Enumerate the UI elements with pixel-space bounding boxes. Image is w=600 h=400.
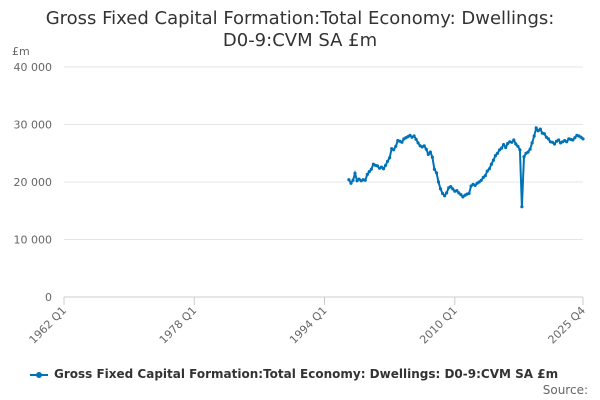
data-point[interactable]: [483, 174, 487, 178]
y-tick-label: 20 000: [14, 176, 53, 189]
chart-title-line-2: D0-9:CVM SA £m: [222, 30, 378, 51]
data-point[interactable]: [542, 132, 546, 136]
gridlines: [64, 66, 583, 298]
y-tick-label: 0: [45, 291, 52, 304]
data-point[interactable]: [381, 167, 386, 171]
data-point[interactable]: [522, 155, 526, 159]
data-point[interactable]: [581, 137, 585, 141]
data-point[interactable]: [445, 191, 449, 195]
data-point[interactable]: [436, 180, 441, 184]
data-point[interactable]: [512, 138, 516, 142]
data-point[interactable]: [534, 126, 538, 130]
data-point[interactable]: [495, 151, 500, 155]
legend[interactable]: Gross Fixed Capital Formation:Total Econ…: [30, 367, 600, 381]
series-points: [347, 126, 585, 209]
data-point[interactable]: [375, 164, 379, 168]
data-point[interactable]: [432, 167, 436, 171]
data-point[interactable]: [479, 178, 483, 182]
data-point[interactable]: [449, 185, 453, 189]
data-point[interactable]: [493, 154, 498, 158]
data-point[interactable]: [526, 150, 530, 154]
x-tick-label: 2025 Q4: [546, 304, 589, 347]
data-point[interactable]: [441, 191, 445, 196]
data-point[interactable]: [430, 155, 434, 159]
data-point[interactable]: [552, 142, 557, 146]
data-point[interactable]: [528, 147, 532, 151]
chart-title: Gross Fixed Capital Formation:Total Econ…: [0, 8, 600, 52]
data-point[interactable]: [571, 138, 575, 142]
y-tick-label: 40 000: [14, 61, 53, 74]
data-point[interactable]: [573, 136, 577, 140]
data-point[interactable]: [451, 187, 455, 191]
data-point[interactable]: [500, 146, 504, 150]
data-point[interactable]: [367, 170, 371, 174]
data-point[interactable]: [510, 140, 514, 144]
data-point[interactable]: [438, 187, 443, 191]
data-point[interactable]: [416, 141, 420, 145]
x-tick-label: 2010 Q1: [417, 304, 460, 347]
legend-series-label: Gross Fixed Capital Formation:Total Econ…: [54, 367, 559, 381]
x-tick-label: 1962 Q1: [27, 304, 70, 347]
data-point[interactable]: [365, 172, 369, 177]
x-tick-label: 1994 Q1: [287, 304, 330, 347]
chart-title-line-1: Gross Fixed Capital Formation:Total Econ…: [45, 8, 555, 29]
data-point[interactable]: [455, 189, 459, 193]
data-point[interactable]: [434, 171, 439, 175]
data-point[interactable]: [538, 127, 542, 131]
data-point[interactable]: [530, 141, 534, 145]
data-point[interactable]: [426, 152, 430, 156]
data-point[interactable]: [392, 148, 396, 152]
data-point[interactable]: [394, 144, 398, 148]
data-point[interactable]: [428, 150, 432, 154]
source-label: Source:: [542, 383, 588, 397]
data-point[interactable]: [443, 194, 447, 198]
data-point[interactable]: [400, 140, 404, 144]
data-point[interactable]: [518, 148, 522, 152]
data-point[interactable]: [546, 137, 551, 141]
data-point[interactable]: [489, 162, 493, 166]
data-point[interactable]: [369, 167, 373, 171]
data-point[interactable]: [388, 156, 392, 160]
data-point[interactable]: [467, 191, 471, 196]
data-point[interactable]: [491, 158, 495, 162]
y-tick-label: 30 000: [14, 119, 53, 132]
data-point[interactable]: [353, 171, 357, 175]
data-point[interactable]: [532, 134, 536, 138]
x-axis-ticks: 1962 Q1 1978 Q1 1994 Q1 2010 Q1 2025 Q4: [27, 297, 589, 347]
data-point[interactable]: [424, 147, 428, 151]
data-point[interactable]: [363, 178, 367, 182]
x-tick-label: 1978 Q1: [157, 304, 200, 347]
data-point[interactable]: [487, 167, 491, 171]
data-point[interactable]: [351, 178, 355, 182]
data-point[interactable]: [520, 205, 524, 209]
data-point[interactable]: [485, 169, 489, 173]
y-axis-label: £m: [12, 45, 30, 58]
data-point[interactable]: [516, 144, 520, 148]
data-point[interactable]: [422, 144, 426, 148]
y-tick-label: 10 000: [14, 234, 53, 247]
data-point[interactable]: [412, 134, 416, 138]
data-point[interactable]: [386, 159, 390, 163]
legend-series-marker: [30, 371, 48, 378]
data-point[interactable]: [414, 137, 418, 141]
data-point[interactable]: [459, 193, 463, 197]
data-point[interactable]: [347, 178, 351, 182]
data-point[interactable]: [557, 138, 561, 142]
data-point[interactable]: [504, 145, 508, 150]
data-point[interactable]: [514, 142, 518, 146]
data-point[interactable]: [349, 181, 353, 185]
data-point[interactable]: [384, 163, 388, 167]
data-point[interactable]: [473, 183, 477, 187]
y-axis-ticks: 0 10 000 20 000 30 000 40 000: [14, 61, 53, 304]
data-point[interactable]: [565, 140, 569, 144]
data-point[interactable]: [502, 143, 506, 147]
